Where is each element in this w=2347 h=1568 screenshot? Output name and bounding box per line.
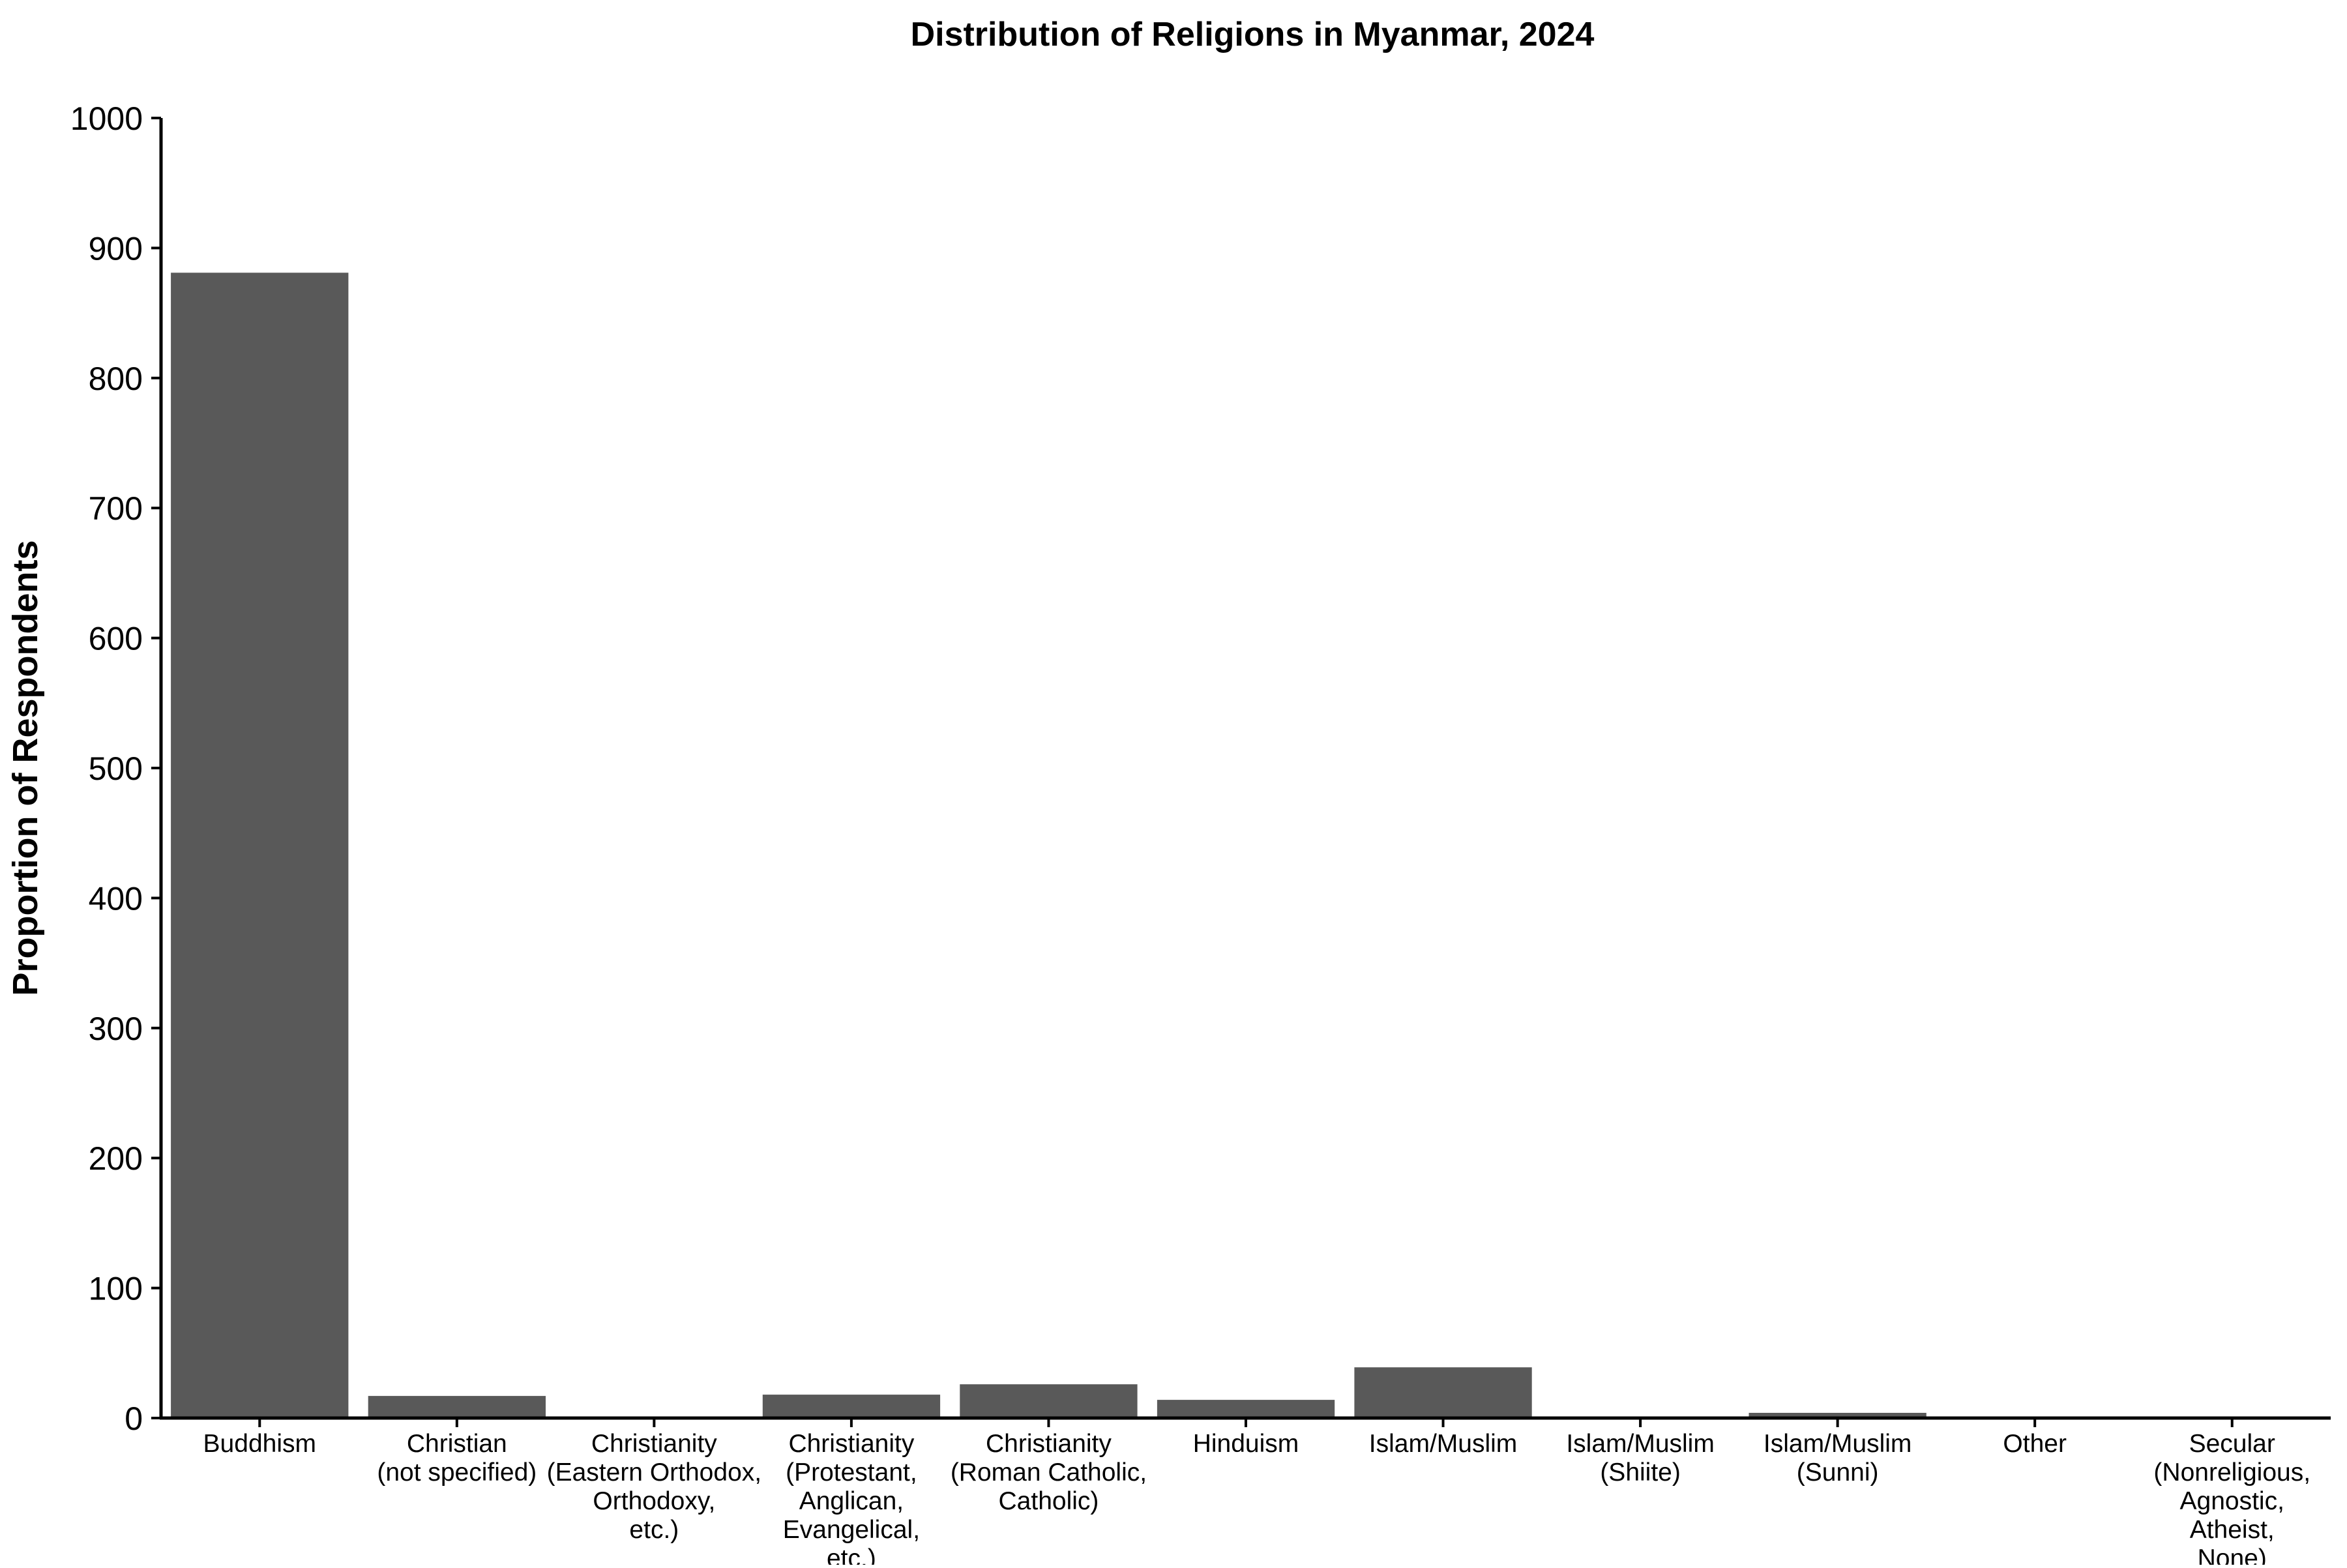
y-tick-label: 900 bbox=[89, 230, 143, 267]
x-tick-label: Secular (Nonreligious, Agnostic, Atheist, No… bbox=[2153, 1430, 2310, 1565]
bar bbox=[1354, 1367, 1532, 1418]
y-tick-label: 700 bbox=[89, 490, 143, 527]
y-tick-label: 200 bbox=[89, 1140, 143, 1177]
y-tick-label: 600 bbox=[89, 621, 143, 657]
x-tick-label: Christianity (Roman Catholic, Catholic) bbox=[951, 1430, 1147, 1515]
y-tick-label: 500 bbox=[89, 750, 143, 787]
y-tick-label: 100 bbox=[89, 1271, 143, 1307]
x-tick-label: Christianity (Eastern Orthodox, Orthodoxy,… bbox=[547, 1430, 761, 1544]
y-tick-label: 300 bbox=[89, 1011, 143, 1047]
bar bbox=[1157, 1400, 1335, 1418]
x-tick-label: Christianity (Protestant, Anglican, Evangel… bbox=[783, 1430, 920, 1565]
x-tick-label: Islam/Muslim bbox=[1369, 1430, 1518, 1458]
x-tick-label: Islam/Muslim (Shiite) bbox=[1566, 1430, 1715, 1487]
x-tick-label: Other bbox=[2003, 1430, 2067, 1458]
bar bbox=[960, 1384, 1138, 1418]
bar bbox=[762, 1395, 941, 1418]
y-tick-label: 800 bbox=[89, 361, 143, 397]
y-tick-label: 0 bbox=[125, 1400, 143, 1437]
x-tick-label: Hinduism bbox=[1193, 1430, 1299, 1458]
bar bbox=[1749, 1413, 1926, 1418]
y-tick-label: 400 bbox=[89, 880, 143, 917]
x-tick-label: Christian (not specified) bbox=[377, 1430, 537, 1487]
bar bbox=[171, 273, 349, 1418]
y-axis-label: Proportion of Respondents bbox=[6, 540, 45, 996]
x-tick-label: Islam/Muslim (Sunni) bbox=[1764, 1430, 1912, 1487]
plot-area: 0 100 200 300 400 500 600 700 800 900 1000 Buddhism… bbox=[70, 100, 2331, 1568]
chart-title: Distribution of Religions in Myanmar, 20… bbox=[911, 16, 1595, 53]
y-tick-label: 1000 bbox=[70, 100, 143, 137]
bar bbox=[368, 1396, 546, 1418]
x-tick-label: Buddhism bbox=[203, 1430, 316, 1458]
